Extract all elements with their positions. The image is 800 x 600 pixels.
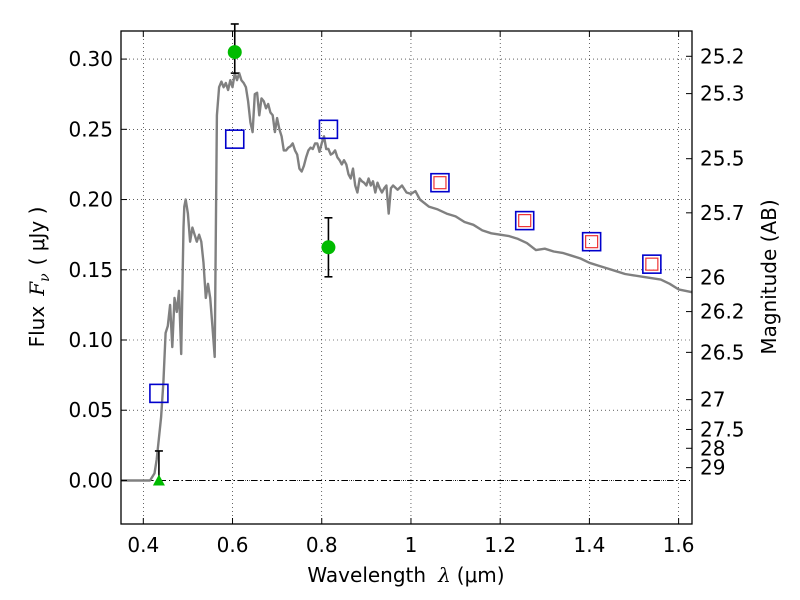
y-tick-label: 0.30 [68,47,113,71]
axis-ticks: 0.4 0.6 0.8 1 1.2 1.4 1.6 0.00 0.05 0.10 0.15 0.20 0… [68,31,745,557]
y-axis-label-subscript: ν [37,273,53,282]
y-tick-label: 0.25 [68,117,113,141]
x-tick-label: 1.2 [484,533,516,557]
y-axis-label-unit: ( μJy ) [25,207,49,266]
y-tick-label: 0.20 [68,188,113,212]
magnitude-tick-label: 25.2 [700,44,745,68]
magnitude-tick-label: 25.7 [700,201,745,225]
x-tick-label: 1 [405,533,418,557]
axes-frame [120,30,693,525]
model-photometry-marker [149,383,169,404]
x-axis-label-unit: (μm) [457,563,505,587]
x-axis-label: Wavelength λ (μm) [307,563,504,587]
magnitude-tick-label: 28 [700,436,725,460]
model-photometry-marker [224,129,245,149]
magnitude-tick-label: 25.5 [700,147,745,171]
model-photometry-marker [430,172,450,193]
grid-lines [121,31,692,524]
model-spectrum-line [121,71,693,482]
observed-flux-marker [321,240,336,255]
inner-photometry-marker [433,176,447,190]
y2-axis-label: Magnitude (AB) [757,199,781,354]
plot-area [121,23,693,486]
x-axis-label-symbol: λ [437,563,451,587]
model-photometry-marker [581,231,602,252]
observed-upper-limit-marker [152,474,165,486]
model-photometry-marker [318,119,339,140]
y-tick-label: 0.10 [68,328,113,352]
y-tick-label: 0.15 [68,258,113,282]
y-axis-label: Flux Fν ( μJy ) [25,207,53,348]
model-photometry-marker [642,254,662,274]
magnitude-tick-label: 27 [700,388,725,412]
y-axis-label-symbol: F [25,281,49,297]
x-axis-label-text: Wavelength [307,563,426,587]
inner-photometry-marker [518,214,532,228]
inner-photometry-marker [585,235,599,249]
magnitude-tick-label: 26.2 [700,300,745,324]
magnitude-tick-label: 25.3 [700,82,745,106]
observed-flux-marker [227,45,242,60]
x-tick-label: 0.8 [306,533,338,557]
x-tick-label: 0.6 [217,533,249,557]
magnitude-tick-label: 26.5 [700,340,745,364]
x-tick-label: 1.6 [663,533,695,557]
x-tick-label: 0.4 [127,533,159,557]
magnitude-tick-label: 29 [700,456,725,480]
y-axis-label-text: Flux [25,306,49,348]
inner-photometry-marker [645,257,659,271]
magnitude-tick-label: 27.5 [700,417,745,441]
y-tick-label: 0.05 [68,398,113,422]
x-tick-label: 1.4 [573,533,605,557]
y-tick-label: 0.00 [68,468,113,492]
magnitude-tick-label: 26 [700,265,725,289]
model-photometry-marker [514,210,535,231]
